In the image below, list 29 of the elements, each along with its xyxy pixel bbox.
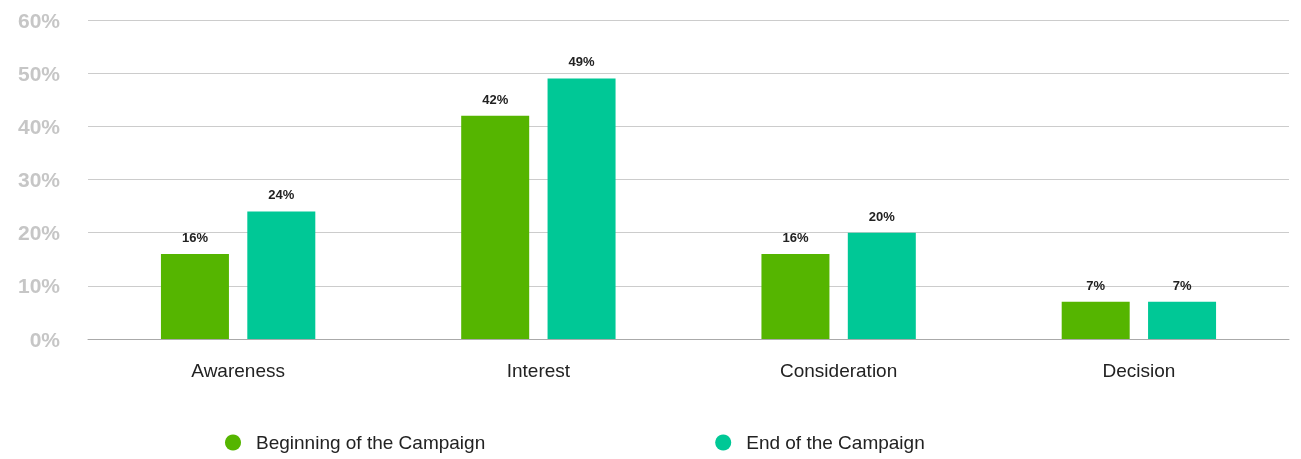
x-tick-label: Decision <box>1102 360 1176 381</box>
data-label: 42% <box>482 91 509 107</box>
bar <box>247 211 316 339</box>
y-tick-label: 30% <box>17 168 61 191</box>
legend-label: Beginning of the Campaign <box>256 432 486 453</box>
x-tick-label: Interest <box>506 360 571 381</box>
data-label: 7% <box>1172 277 1192 293</box>
data-label: 20% <box>868 208 896 224</box>
y-tick-label: 40% <box>17 114 61 138</box>
bar <box>1148 301 1217 339</box>
data-label: 49% <box>568 54 595 70</box>
bar <box>461 115 530 339</box>
legend-label: End of the Campaign <box>746 432 925 453</box>
x-tick-label: Awareness <box>191 360 285 381</box>
x-tick-label: Consideration <box>780 360 898 381</box>
bar <box>761 253 830 339</box>
data-label: 16% <box>181 229 209 245</box>
bar <box>847 232 916 339</box>
data-label: 24% <box>268 187 295 203</box>
data-label: 16% <box>782 229 809 245</box>
bar <box>547 78 616 339</box>
y-tick-label: 0% <box>29 327 61 351</box>
bar <box>160 253 229 339</box>
y-tick-label: 20% <box>17 221 61 245</box>
y-tick-label: 50% <box>17 61 61 85</box>
bar <box>1061 301 1130 339</box>
y-tick-label: 60% <box>17 8 61 32</box>
data-label: 7% <box>1086 277 1106 293</box>
y-tick-label: 10% <box>17 274 61 298</box>
